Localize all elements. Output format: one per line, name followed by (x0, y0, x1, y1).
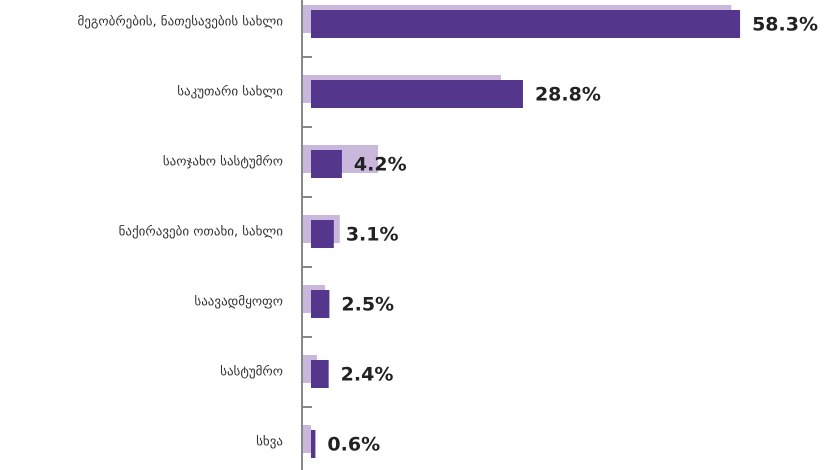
value-label: 3.1% (346, 224, 399, 246)
bar (311, 430, 316, 458)
bar (311, 290, 330, 318)
category-label: სხვა (256, 435, 283, 450)
bar (311, 150, 342, 178)
bar (311, 360, 329, 388)
value-label: 58.3% (752, 14, 818, 36)
category-label: საკუთარი სახლი (177, 85, 283, 100)
category-label: სასტუმრო (220, 365, 283, 380)
bar (311, 80, 523, 108)
category-label: საავადმყოფო (194, 295, 283, 310)
category-label: ნაქირავები ოთახი, სახლი (119, 225, 284, 240)
category-label: საოჯახო სასტუმრო (163, 155, 283, 170)
value-label: 2.4% (341, 364, 394, 386)
value-label: 0.6% (327, 434, 380, 456)
bar (303, 425, 312, 453)
value-label: 28.8% (535, 84, 601, 106)
bar (311, 220, 334, 248)
value-label: 4.2% (354, 154, 407, 176)
bar (311, 10, 741, 38)
category-label: მეგობრების, ნათესავების სახლი (77, 15, 283, 30)
value-label: 2.5% (341, 294, 394, 316)
